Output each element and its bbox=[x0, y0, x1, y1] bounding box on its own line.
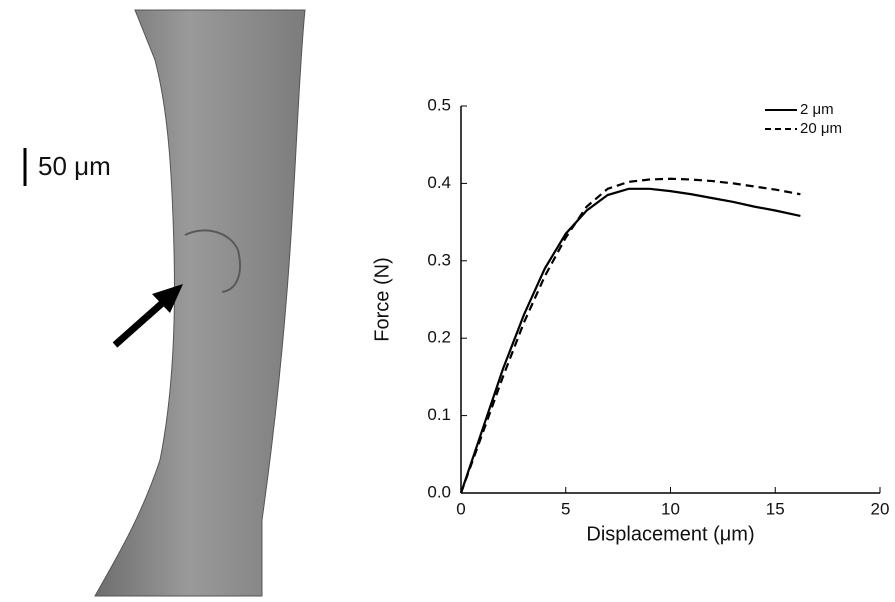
series-line bbox=[459, 187, 801, 494]
y-axis-label: Force (N) bbox=[371, 257, 393, 341]
x-tick-label: 15 bbox=[766, 499, 785, 518]
legend-label: 2 μm bbox=[800, 101, 834, 118]
x-tick-label: 10 bbox=[661, 499, 680, 518]
y-tick-label: 0.0 bbox=[427, 482, 451, 501]
y-tick-label: 0.5 bbox=[427, 95, 451, 114]
scale-bar-label: 50 μm bbox=[38, 151, 111, 181]
arrow-head bbox=[152, 284, 183, 313]
legend-label: 20 μm bbox=[800, 120, 842, 137]
specimen-feature bbox=[184, 229, 241, 293]
y-tick-label: 0.2 bbox=[427, 328, 451, 347]
y-tick-label: 0.3 bbox=[427, 250, 451, 269]
y-tick-label: 0.1 bbox=[427, 405, 451, 424]
series-line bbox=[459, 177, 801, 494]
x-tick-label: 0 bbox=[456, 499, 465, 518]
x-tick-label: 20 bbox=[871, 499, 890, 518]
specimen-image bbox=[94, 9, 306, 597]
arrow-shaft bbox=[112, 295, 171, 348]
y-tick-label: 0.4 bbox=[427, 173, 451, 192]
x-tick-label: 5 bbox=[561, 499, 570, 518]
x-axis-label: Displacement (μm) bbox=[586, 523, 754, 545]
